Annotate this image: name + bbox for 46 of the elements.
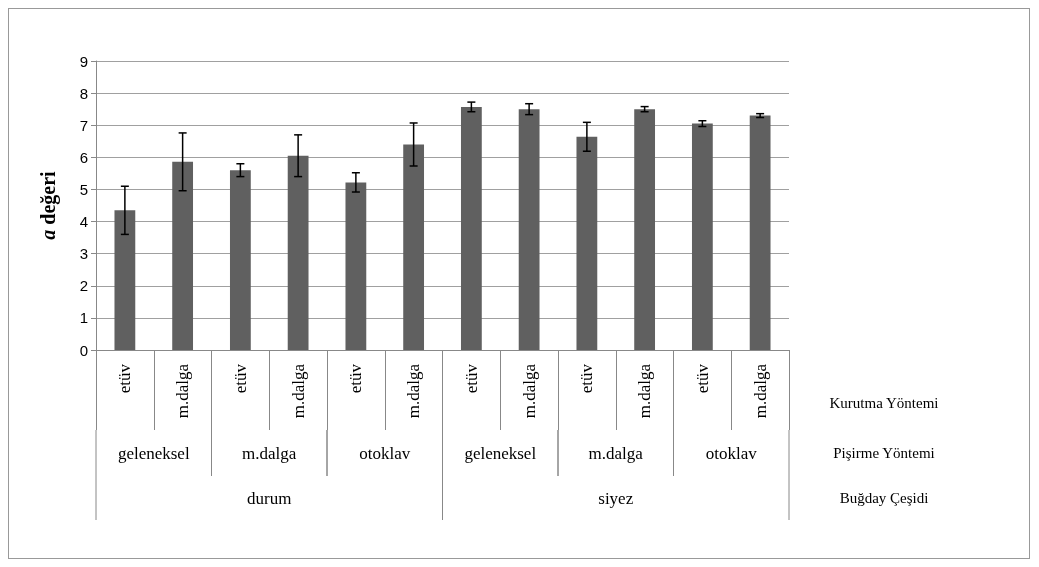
x-tick-label: m.dalga [635, 363, 655, 419]
y-tick-label: 4 [79, 213, 88, 231]
text: m.dalga [242, 443, 297, 463]
bar [287, 155, 309, 350]
x-tick-label: m.dalga [173, 363, 193, 419]
y-tick-label: 1 [79, 309, 88, 327]
x-tick-label: m.dalga [750, 363, 770, 419]
text: m.dalga [588, 443, 644, 463]
bar [634, 109, 656, 350]
text: Pişirme Yöntemi [833, 445, 935, 461]
y-tick-label: 7 [79, 116, 88, 134]
y-tick-label: 2 [79, 277, 88, 295]
y-tick-label: 9 [79, 52, 88, 70]
bar [403, 144, 425, 350]
y-tick-label: 5 [79, 180, 88, 198]
y-tick-label: 3 [79, 245, 88, 263]
x-tick-label: etüv [461, 363, 481, 394]
x-tick-label: etüv [230, 363, 250, 394]
x-tick-label: m.dalga [519, 363, 539, 419]
bar [691, 123, 713, 350]
x-tick-label: etüv [577, 363, 597, 394]
bar [229, 170, 251, 350]
x-tick-label: m.dalga [288, 363, 308, 419]
bar [114, 210, 136, 350]
x-tick-label: m.dalga [404, 363, 424, 419]
text: geleneksel [464, 443, 537, 463]
y-tick-label: 0 [79, 341, 88, 359]
bar [518, 109, 540, 350]
bar [460, 106, 482, 350]
text: geleneksel [117, 443, 190, 463]
text: durum [247, 488, 292, 508]
text: otoklav [359, 443, 411, 463]
bar [749, 115, 771, 350]
y-tick-label: 6 [79, 148, 88, 166]
x-tick-label: etüv [692, 363, 712, 394]
y-tick-label: 8 [79, 84, 88, 102]
x-tick-label: etüv [346, 363, 366, 394]
text: siyez [598, 488, 634, 508]
text: otoklav [705, 443, 758, 463]
bar [345, 182, 367, 350]
text: Buğday Çeşidi [839, 490, 929, 506]
bar [576, 136, 598, 350]
y-axis-title: a değeri [37, 170, 60, 240]
bar [172, 161, 194, 350]
text: Kurutma Yöntemi [829, 395, 939, 411]
x-tick-label: etüv [115, 363, 135, 394]
